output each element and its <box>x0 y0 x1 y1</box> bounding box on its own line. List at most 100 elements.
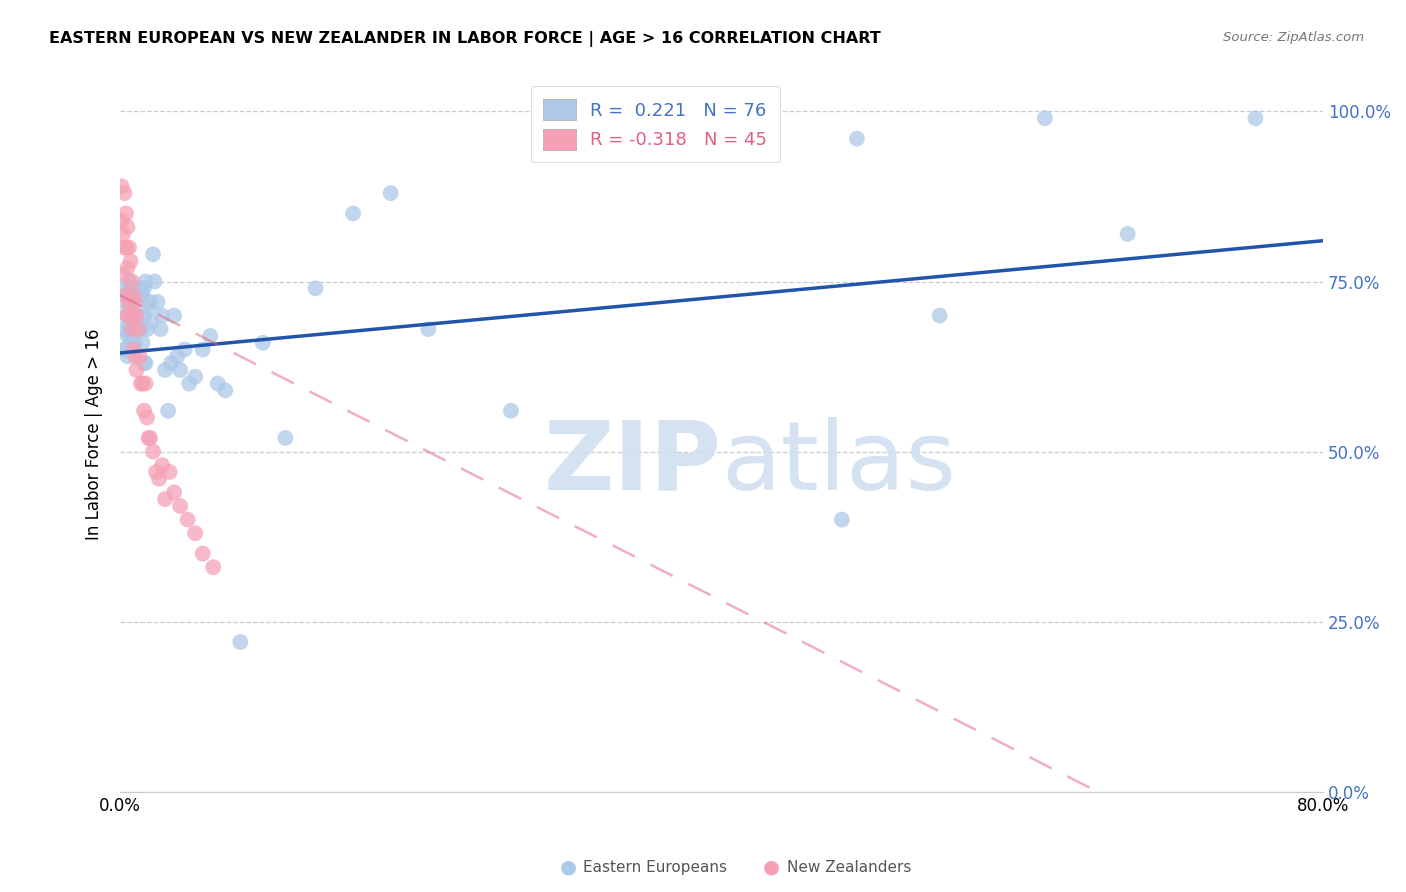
Point <box>118 275 141 289</box>
Point <box>207 376 229 391</box>
Point <box>124 335 146 350</box>
Point <box>111 268 134 282</box>
Point <box>131 335 153 350</box>
Point <box>1244 112 1267 126</box>
Text: Eastern Europeans: Eastern Europeans <box>583 860 727 874</box>
Point <box>114 186 136 200</box>
Point <box>135 376 157 391</box>
Point <box>124 349 146 363</box>
Point <box>342 206 364 220</box>
Point <box>122 309 145 323</box>
Point <box>117 349 139 363</box>
Point <box>153 363 176 377</box>
Point <box>831 513 853 527</box>
Point <box>121 275 143 289</box>
Point <box>110 179 132 194</box>
Point <box>128 288 150 302</box>
Point <box>139 431 162 445</box>
Point <box>115 240 138 254</box>
Point <box>110 213 132 227</box>
Point <box>166 349 188 363</box>
Point <box>146 294 169 309</box>
Point <box>928 309 950 323</box>
Point <box>114 322 136 336</box>
Point <box>169 499 191 513</box>
Point <box>141 315 163 329</box>
Point <box>125 363 148 377</box>
Point <box>418 322 440 336</box>
Point <box>157 403 180 417</box>
Point <box>252 335 274 350</box>
Point <box>114 294 136 309</box>
Point <box>160 356 183 370</box>
Legend: R =  0.221   N = 76, R = -0.318   N = 45: R = 0.221 N = 76, R = -0.318 N = 45 <box>531 87 780 162</box>
Point <box>120 254 142 268</box>
Point <box>145 465 167 479</box>
Text: atlas: atlas <box>721 417 956 509</box>
Point <box>127 281 149 295</box>
Point <box>202 560 225 574</box>
Point <box>117 329 139 343</box>
Point <box>118 322 141 336</box>
Point <box>304 281 326 295</box>
Point <box>124 288 146 302</box>
Point <box>845 131 868 145</box>
Point <box>132 309 155 323</box>
Point <box>129 322 152 336</box>
Point <box>274 431 297 445</box>
Point <box>115 281 138 295</box>
Point <box>143 275 166 289</box>
Point <box>135 356 157 370</box>
Point <box>163 309 186 323</box>
Point <box>120 309 142 323</box>
Point <box>138 301 160 316</box>
Point <box>122 288 145 302</box>
Y-axis label: In Labor Force | Age > 16: In Labor Force | Age > 16 <box>86 329 103 541</box>
Point <box>121 281 143 295</box>
Point <box>131 288 153 302</box>
Point <box>132 356 155 370</box>
Point <box>153 492 176 507</box>
Point <box>122 288 145 302</box>
Point <box>125 309 148 323</box>
Point <box>122 335 145 350</box>
Point <box>176 513 198 527</box>
Point <box>120 329 142 343</box>
Point <box>128 349 150 363</box>
Point <box>117 309 139 323</box>
Point <box>136 410 159 425</box>
Point <box>118 294 141 309</box>
Point <box>184 369 207 384</box>
Point <box>125 322 148 336</box>
Point <box>499 403 522 417</box>
Point <box>200 329 222 343</box>
Point <box>139 294 162 309</box>
Point <box>117 220 139 235</box>
Point <box>1033 112 1056 126</box>
Point <box>142 444 165 458</box>
Point <box>124 309 146 323</box>
Text: ●: ● <box>763 857 780 877</box>
Point <box>114 240 136 254</box>
Text: Source: ZipAtlas.com: Source: ZipAtlas.com <box>1223 31 1364 45</box>
Text: ●: ● <box>560 857 576 877</box>
Point <box>117 260 139 275</box>
Point <box>150 458 173 473</box>
Point <box>131 376 153 391</box>
Point <box>121 329 143 343</box>
Point <box>184 526 207 541</box>
Point <box>117 288 139 302</box>
Point <box>111 227 134 241</box>
Text: EASTERN EUROPEAN VS NEW ZEALANDER IN LABOR FORCE | AGE > 16 CORRELATION CHART: EASTERN EUROPEAN VS NEW ZEALANDER IN LAB… <box>49 31 882 47</box>
Point <box>115 206 138 220</box>
Point <box>132 281 155 295</box>
Point <box>127 322 149 336</box>
Point <box>120 309 142 323</box>
Point <box>169 363 191 377</box>
Point <box>142 247 165 261</box>
Point <box>191 547 214 561</box>
Text: New Zealanders: New Zealanders <box>787 860 911 874</box>
Point <box>136 322 159 336</box>
Point <box>129 281 152 295</box>
Point <box>115 288 138 302</box>
